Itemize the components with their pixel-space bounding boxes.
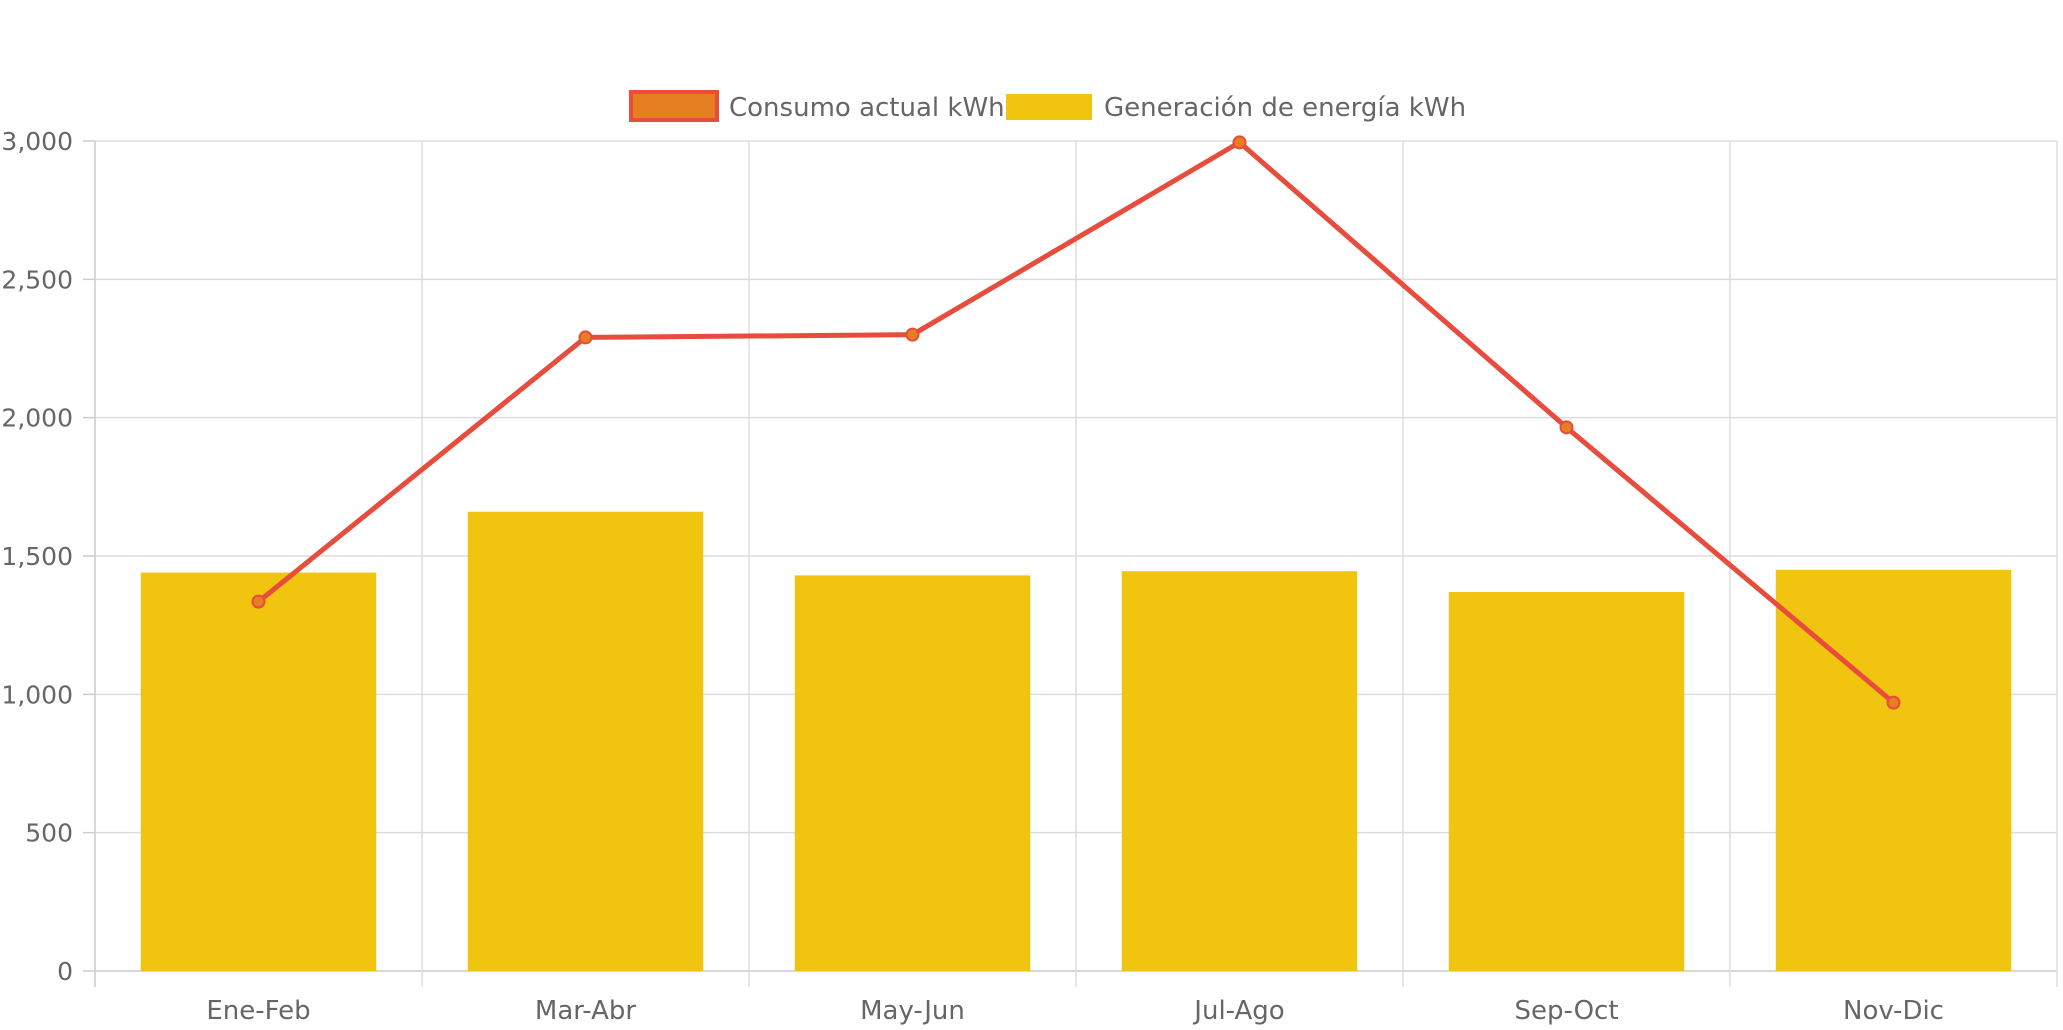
point-consumo[interactable] [1886,695,1901,710]
y-tick-label: 1,500 [1,542,73,571]
point-consumo[interactable] [578,330,593,345]
legend-label-consumo[interactable]: Consumo actual kWh [729,93,1005,123]
y-tick-label: 3,000 [1,127,73,156]
y-tick-label: 1,000 [1,680,73,709]
grid-layer [94,140,2058,987]
y-tick-label: 2,500 [1,265,73,294]
bar-generacion[interactable] [467,511,704,971]
x-tick-label: May-Jun [860,996,965,1026]
x-tick-label: Nov-Dic [1843,996,1944,1026]
x-tick-label: Sep-Oct [1514,996,1618,1026]
points-layer [251,135,1901,710]
y-tick-label: 500 [25,819,73,848]
legend-swatch-consumo[interactable] [629,90,719,122]
y-tick-label: 0 [57,957,73,986]
line-layer [256,139,1896,705]
y-tick-label: 2,000 [1,404,73,433]
point-consumo[interactable] [251,594,266,609]
bar-generacion[interactable] [794,575,1031,971]
bar-generacion[interactable] [140,572,377,971]
bars-layer [140,511,2012,971]
bar-generacion[interactable] [1448,591,1685,971]
axis-layer: 0 500 1,000 1,500 2,000 2,500 3,000 Ene-Feb Mar-… [1,127,1944,1026]
line-consumo [256,139,1896,705]
point-consumo[interactable] [905,327,920,342]
bar-generacion[interactable] [1121,571,1358,971]
legend-label-generacion[interactable]: Generación de energía kWh [1104,93,1466,123]
x-tick-label: Jul-Ago [1192,996,1284,1026]
x-tick-label: Mar-Abr [535,996,636,1026]
x-tick-label: Ene-Feb [206,996,310,1026]
point-consumo[interactable] [1559,420,1574,435]
legend: Consumo actual kWh Generación de energía… [629,90,1466,123]
point-consumo[interactable] [1232,135,1247,150]
legend-swatch-generacion[interactable] [1006,94,1092,120]
